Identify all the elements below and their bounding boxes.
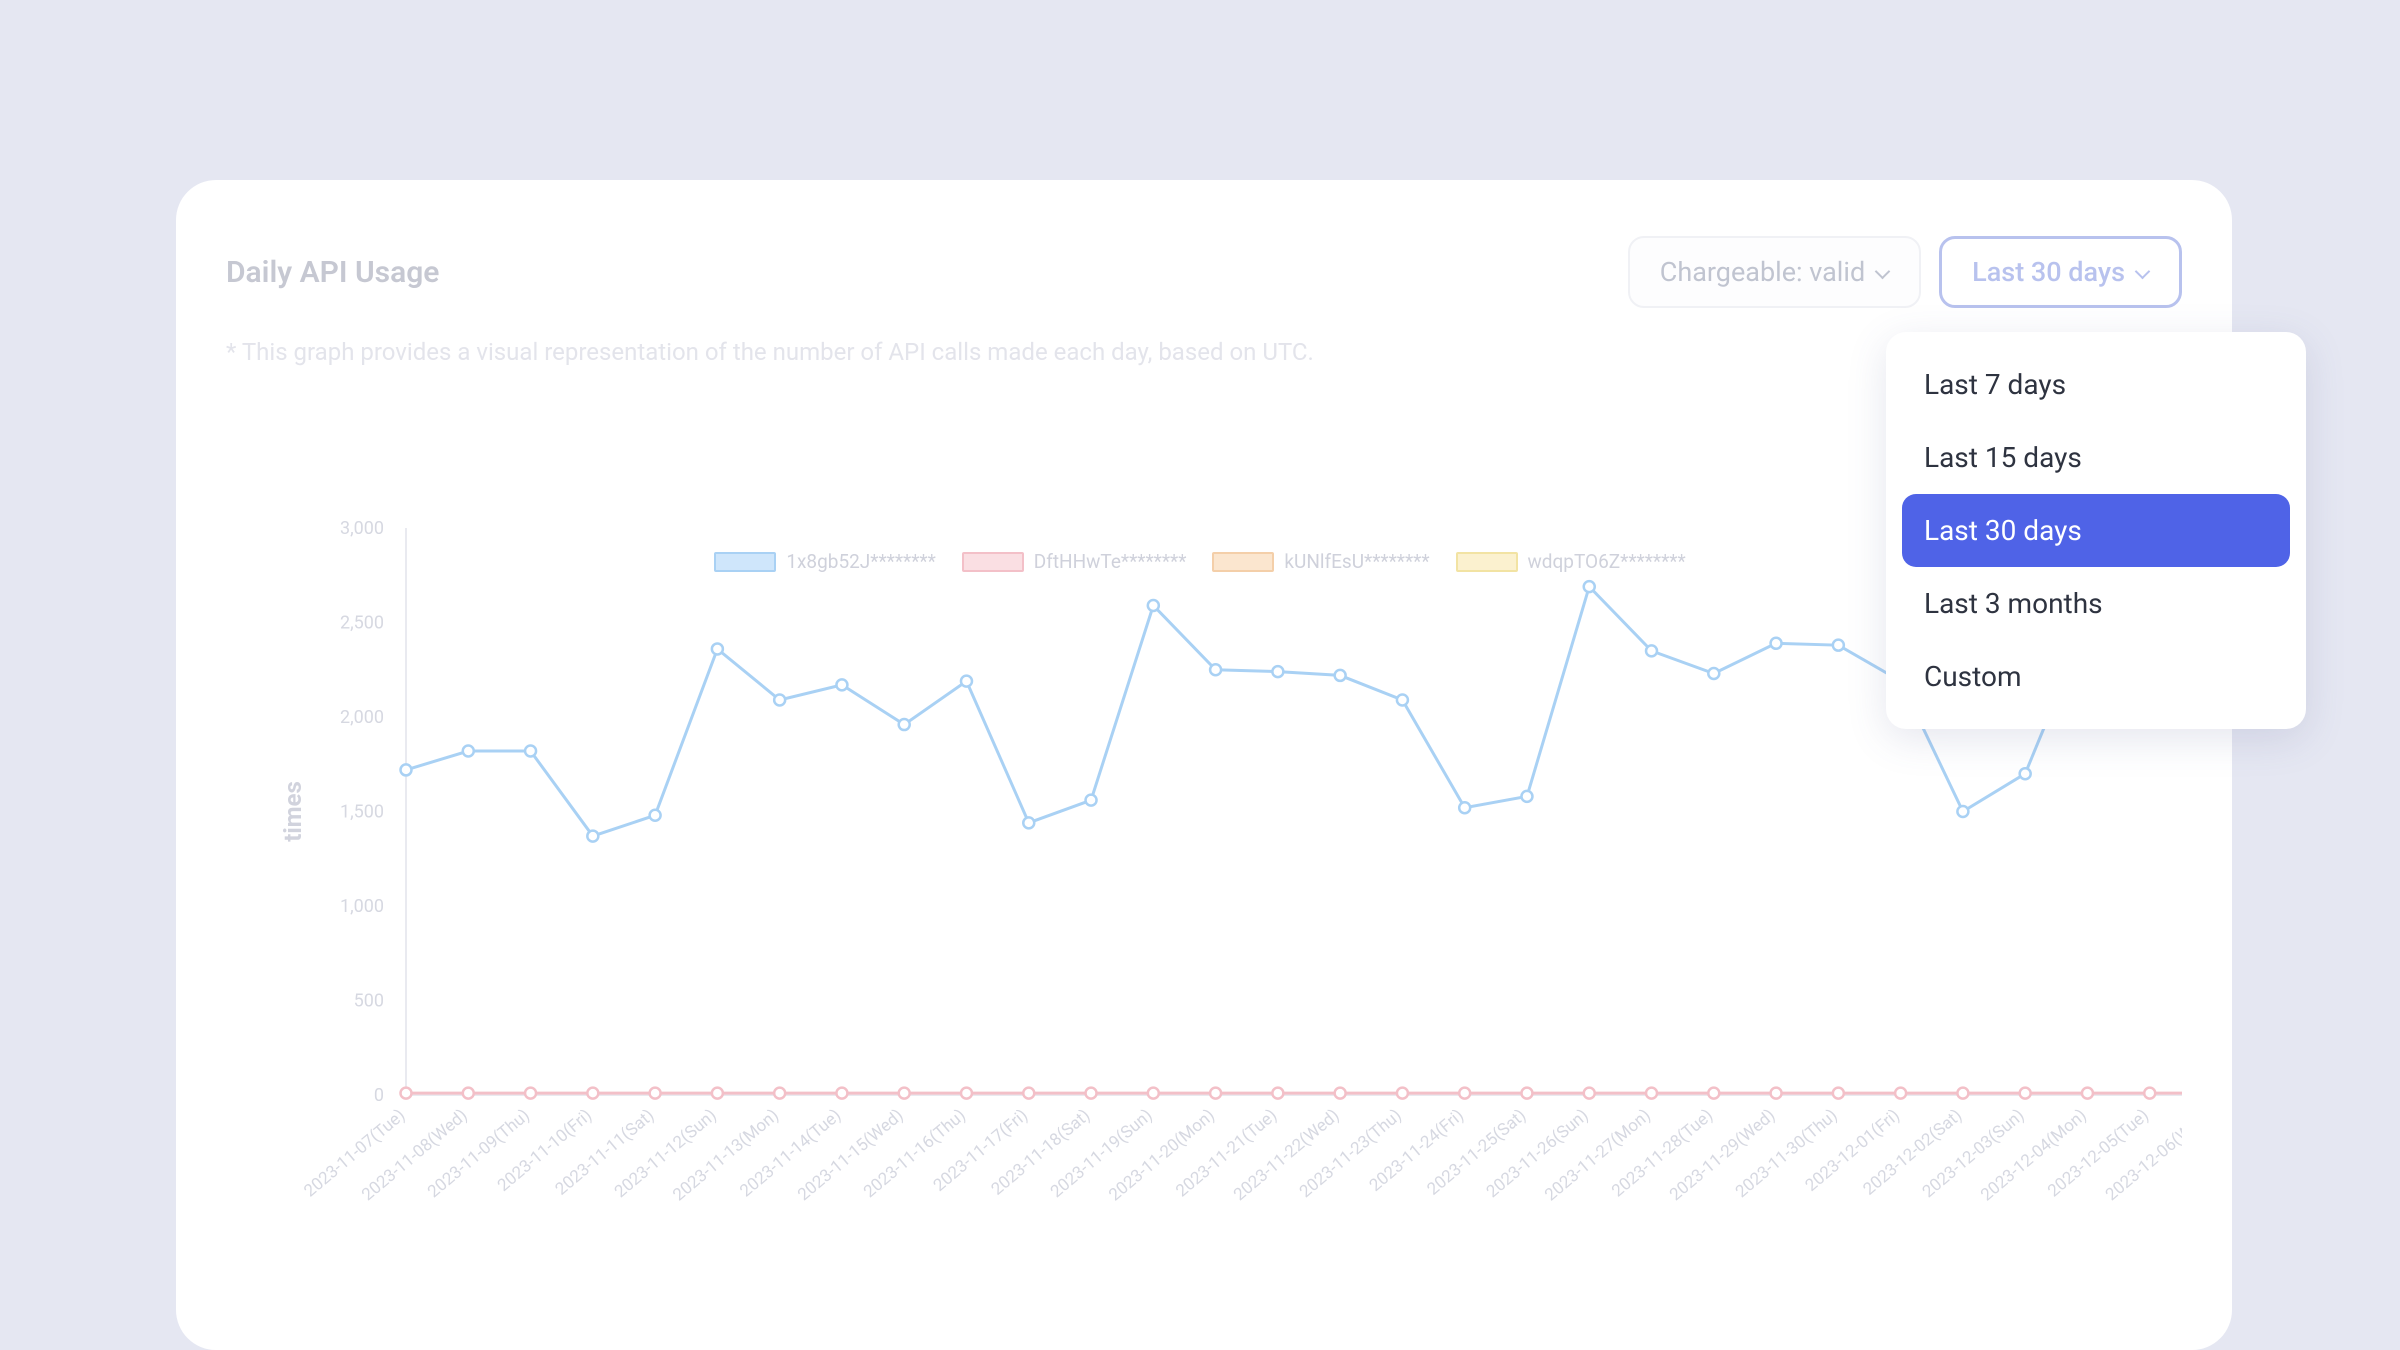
- svg-text:2023-11-07(Tue): 2023-11-07(Tue): [300, 1106, 409, 1202]
- svg-text:2023-11-15(Wed): 2023-11-15(Wed): [794, 1106, 907, 1206]
- range-menu-item[interactable]: Last 15 days: [1902, 421, 2290, 494]
- legend-label: 1x8gb52J********: [786, 550, 935, 573]
- svg-text:2023-11-13(Mon): 2023-11-13(Mon): [669, 1106, 783, 1206]
- legend-label: kUNlfEsU********: [1284, 550, 1429, 573]
- legend-item[interactable]: 1x8gb52J********: [714, 550, 935, 573]
- svg-text:1,000: 1,000: [340, 896, 384, 917]
- svg-text:2023-11-27(Mon): 2023-11-27(Mon): [1541, 1106, 1655, 1206]
- legend-item[interactable]: kUNlfEsU********: [1212, 550, 1429, 573]
- legend-item[interactable]: DftHHwTe********: [962, 550, 1187, 573]
- range-dropdown[interactable]: Last 30 days: [1939, 236, 2182, 308]
- svg-text:0: 0: [374, 1085, 384, 1106]
- range-menu-item[interactable]: Last 7 days: [1902, 348, 2290, 421]
- chevron-down-icon: [1875, 265, 1889, 279]
- svg-text:2023-11-08(Wed): 2023-11-08(Wed): [358, 1106, 471, 1206]
- svg-text:2023-12-04(Mon): 2023-12-04(Mon): [1977, 1106, 2091, 1206]
- range-dropdown-menu: Last 7 daysLast 15 daysLast 30 daysLast …: [1886, 332, 2306, 729]
- legend-swatch: [1456, 552, 1518, 572]
- svg-text:2,000: 2,000: [340, 707, 384, 728]
- card-title: Daily API Usage: [226, 255, 439, 290]
- filter-dropdown-label: Chargeable: valid: [1660, 256, 1865, 288]
- svg-text:500: 500: [354, 991, 384, 1012]
- filter-dropdown[interactable]: Chargeable: valid: [1628, 236, 1921, 308]
- chevron-down-icon: [2135, 265, 2149, 279]
- range-menu-item[interactable]: Last 3 months: [1902, 567, 2290, 640]
- svg-text:2023-11-22(Wed): 2023-11-22(Wed): [1230, 1106, 1343, 1206]
- range-menu-item[interactable]: Last 30 days: [1902, 494, 2290, 567]
- svg-text:1,500: 1,500: [340, 802, 384, 823]
- card-controls: Chargeable: valid Last 30 days: [1628, 236, 2182, 308]
- range-dropdown-label: Last 30 days: [1972, 256, 2125, 288]
- range-menu-item[interactable]: Custom: [1902, 640, 2290, 713]
- legend-label: wdqpTO6Z********: [1528, 550, 1686, 573]
- legend-item[interactable]: wdqpTO6Z********: [1456, 550, 1686, 573]
- svg-text:2023-11-20(Mon): 2023-11-20(Mon): [1105, 1106, 1219, 1206]
- legend-swatch: [962, 552, 1024, 572]
- legend-swatch: [1212, 552, 1274, 572]
- svg-text:2023-11-29(Wed): 2023-11-29(Wed): [1666, 1106, 1779, 1206]
- svg-text:2,500: 2,500: [340, 613, 384, 634]
- legend-label: DftHHwTe********: [1034, 550, 1187, 573]
- legend-swatch: [714, 552, 776, 572]
- svg-text:times: times: [279, 781, 307, 842]
- svg-text:3,000: 3,000: [340, 518, 384, 539]
- card-header: Daily API Usage Chargeable: valid Last 3…: [226, 236, 2182, 308]
